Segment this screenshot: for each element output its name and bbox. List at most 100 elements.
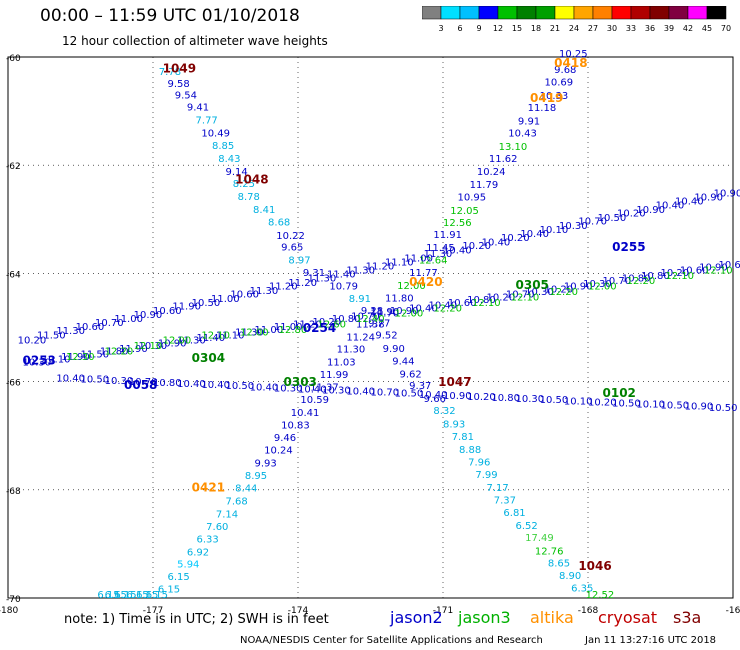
wave-height-point: 9.66 [424,394,446,405]
pass-time-label: 0421 [192,481,225,495]
wave-height-point: 10.80 [491,393,520,404]
page-subtitle: 12 hour collection of altimeter wave hei… [62,34,328,48]
wave-height-point: 11.03 [327,357,356,368]
wave-height-point: 6.15 [97,590,119,601]
wave-height-point: 10.80 [153,378,182,389]
wave-height-point: 11.38 [356,320,385,331]
wave-height-point: 7.17 [487,483,509,494]
pass-time-label: 0304 [192,351,225,365]
wave-height-point: 10.40 [177,379,206,390]
wave-height-point: 11.30 [308,274,337,285]
wave-height-point: 12.30 [66,352,95,363]
wave-height-point: 6.35 [571,584,593,595]
wave-height-point: 10.40 [201,380,230,391]
wave-height-point: 10.95 [458,192,487,203]
wave-height-point: 10.70 [371,388,400,399]
wave-height-point: 11.30 [337,344,366,355]
wave-height-point: 10.60 [719,260,740,271]
page-title: 00:00 – 11:59 UTC 01/10/2018 [40,6,300,26]
wave-height-point: 7.78 [159,67,181,78]
colorbar-label: 21 [550,24,560,33]
pass-time-label: 1046 [578,559,611,573]
wave-height-point: 10.40 [482,237,511,248]
wave-height-point: 10.50 [192,298,221,309]
wave-height-point: 10.90 [714,189,740,200]
wave-height-point: 12.60 [317,320,346,331]
wave-height-point: 11.00 [211,294,240,305]
y-tick-label: -70 [6,595,21,605]
colorbar-label: 3 [438,24,443,33]
wave-height-point: 8.32 [433,406,455,417]
wave-height-point: 10.79 [329,282,358,293]
wave-height-point: 9.54 [175,91,197,102]
wave-height-point: 10.50 [226,381,255,392]
wave-height-point: 10.70 [95,318,124,329]
wave-height-point: 11.30 [250,286,279,297]
wave-height-point: 6.15 [114,590,136,601]
colorbar-swatch [706,6,727,20]
x-tick-label: -16 [726,606,740,616]
colorbar-label: 15 [512,24,522,33]
wave-height-point: 10.30 [105,376,134,387]
wave-height-point: 8.44 [235,483,257,494]
wave-height-point: 12.00 [588,282,617,293]
wave-height-point: 10.30 [139,341,168,352]
wave-height-point: 8.93 [443,420,465,431]
wave-height-point: 10.40 [419,390,448,401]
wave-height-point: 10.70 [129,377,158,388]
wave-height-point: 11.37 [310,382,339,393]
wave-height-point: 9.77 [368,318,390,329]
wave-height-point: 10.80 [332,314,361,325]
wave-height-point: 11.00 [274,322,303,333]
wave-height-point: 10.70 [603,276,632,287]
pass-time-label: 0058 [124,378,157,392]
wave-height-point: 8.95 [245,471,267,482]
wave-height-point: 11.00 [114,314,143,325]
wave-height-point: 9.37 [409,381,431,392]
wave-height-point: 9.93 [255,459,277,470]
wave-height-point: 10.30 [322,386,351,397]
colorbar-label: 45 [702,24,712,33]
wave-height-point: 12.64 [419,256,448,267]
wave-height-point: 10.40 [520,229,549,240]
wave-height-point: 8.43 [218,154,240,165]
wave-height-point: 10.40 [429,301,458,312]
y-tick-label: -68 [6,487,21,497]
wave-height-point: 10.30 [516,394,545,405]
wave-height-point: 11.20 [293,320,322,331]
wave-height-point: 10.50 [81,375,110,386]
wave-height-point: 10.20 [462,241,491,252]
wave-height-point: 10.20 [467,392,496,403]
pass-time-label: 0253 [23,354,56,368]
wave-height-point: 11.91 [433,230,462,241]
wave-height-point: 17.49 [525,533,554,544]
wave-height-point: 10.90 [694,192,723,203]
wave-height-point: 11.50 [81,349,110,360]
wave-height-point: 10.41 [291,408,320,419]
x-tick-label: -180 [0,606,18,616]
wave-height-point: 10.50 [395,389,424,400]
wave-height-point: 10.59 [300,395,329,406]
pass-time-label: 0420 [409,275,442,289]
wave-height-point: 6.15 [158,585,180,596]
wave-height-point: 9.62 [400,369,422,380]
wave-height-point: 10.30 [274,383,303,394]
wave-height-point: 11.30 [235,328,264,339]
wave-height-point: 10.80 [467,295,496,306]
y-tick-label: -66 [6,379,21,389]
wave-height-point: 9.68 [554,65,576,76]
wave-height-point: 11.90 [172,302,201,313]
wave-height-point: 6.33 [197,534,219,545]
pass-time-label: 0303 [284,375,317,389]
wave-height-point: 10.60 [448,298,477,309]
pass-time-label: 0419 [530,91,563,105]
wave-height-point: 11.30 [346,265,375,276]
wave-height-point: 7.77 [196,116,218,127]
wave-height-point: 10.40 [409,303,438,314]
wave-height-point: 10.49 [201,129,230,140]
wave-height-point: 10.40 [298,384,327,395]
wave-height-point: 11.24 [346,332,375,343]
wave-height-point: 13.10 [499,142,528,153]
footer-note: note: 1) Time is in UTC; 2) SWH is in fe… [64,612,329,627]
wave-height-point: 10.40 [675,197,704,208]
